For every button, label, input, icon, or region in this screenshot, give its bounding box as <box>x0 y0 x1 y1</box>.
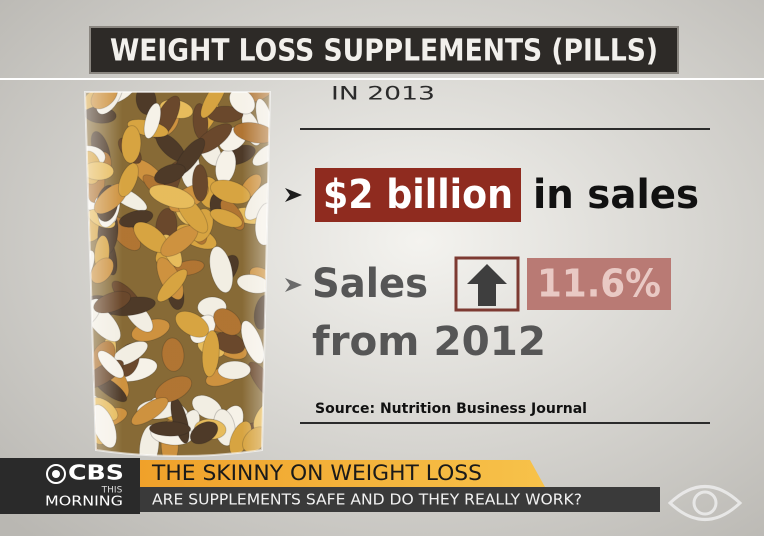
title: WEIGHT LOSS SUPPLEMENTS (PILLS) <box>110 34 658 69</box>
logo: CBS <box>68 461 124 485</box>
glass-outline <box>83 91 272 457</box>
logo-panel <box>0 458 140 514</box>
bullet-arrow <box>285 278 302 292</box>
fact-highlight: $2 billion <box>323 172 513 218</box>
fact-text: from 2012 <box>312 319 546 365</box>
logo-line: MORNING <box>45 495 123 510</box>
subtitle: IN 2013 <box>331 83 435 105</box>
subhead: ARE SUPPLEMENTS SAFE AND DO THEY REALLY … <box>152 491 582 509</box>
logo-line: THIS <box>101 486 123 496</box>
title-bar <box>89 26 679 74</box>
headline: THE SKINNY ON WEIGHT LOSS <box>151 461 482 485</box>
arrow-box <box>454 256 520 312</box>
bullet-arrow <box>285 188 302 202</box>
subhead-bar <box>140 487 660 512</box>
highlight-box <box>315 168 521 222</box>
headline-bar <box>140 460 545 487</box>
network-bug <box>667 485 743 521</box>
fact-highlight: 11.6% <box>537 262 661 306</box>
fact-text: in sales <box>533 172 699 218</box>
cbs-eye-pupil <box>52 470 60 478</box>
cbs-eye <box>46 464 66 484</box>
source: Source: Nutrition Business Journal <box>315 401 587 417</box>
up-arrow <box>467 264 507 306</box>
highlight-box <box>527 258 671 310</box>
bug-pupil <box>692 490 718 516</box>
fact-text: Sales <box>312 261 428 307</box>
bug-eye <box>667 485 743 521</box>
